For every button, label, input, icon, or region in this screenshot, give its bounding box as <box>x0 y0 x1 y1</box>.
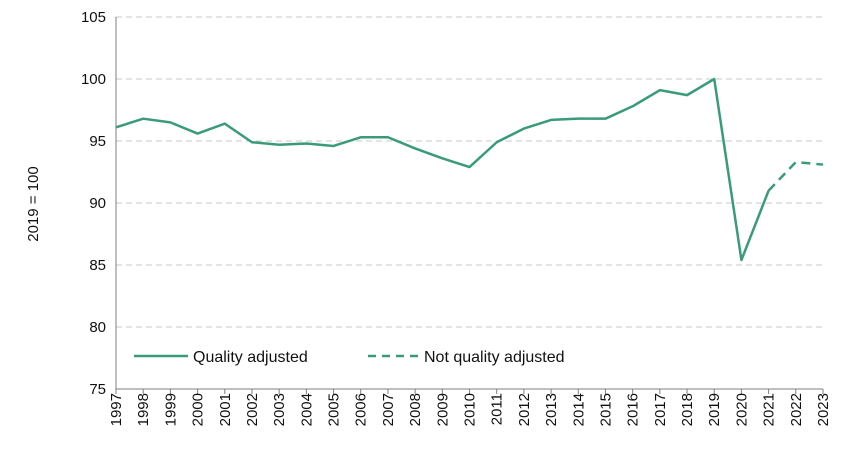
x-tick-label: 2001 <box>217 393 234 426</box>
x-tick-label: 2018 <box>679 393 696 426</box>
y-tick-label: 90 <box>89 195 106 212</box>
x-tick-label: 2006 <box>353 393 370 426</box>
x-tick-label: 2007 <box>380 393 397 426</box>
x-tick-label: 2014 <box>570 393 587 426</box>
x-tick-label: 2015 <box>597 393 614 426</box>
x-tick-label: 2016 <box>625 393 642 426</box>
x-tick-label: 2004 <box>298 393 315 426</box>
x-tick-label: 2009 <box>434 393 451 426</box>
x-tick-label: 2022 <box>788 393 805 426</box>
series-line-quality-adjusted <box>115 77 770 262</box>
y-tick-label: 100 <box>81 71 106 88</box>
x-tick-label: 2012 <box>516 393 533 426</box>
x-tick-label: 1999 <box>162 393 179 426</box>
x-tick-label: 2017 <box>652 393 669 426</box>
y-axis-tick-labels: 75 80 85 90 95 100 105 <box>81 9 106 398</box>
x-axis-tick-labels: 1997 1998 1999 2000 2001 2002 2003 2004 2005 2006… <box>108 393 832 426</box>
x-tick-label: 1998 <box>135 393 152 426</box>
y-tick-label: 80 <box>89 319 106 336</box>
x-tick-label: 2023 <box>815 393 832 426</box>
gridlines <box>116 16 823 328</box>
legend-label-not-quality-adjusted: Not quality adjusted <box>424 349 565 366</box>
x-tick-label: 2011 <box>489 393 506 425</box>
x-tick-label: 2010 <box>462 393 479 426</box>
x-tick-label: 2003 <box>271 393 288 426</box>
y-axis-title: 2019 = 100 <box>25 166 42 242</box>
x-tick-label: 2005 <box>326 393 343 426</box>
x-tick-label: 2002 <box>244 393 261 426</box>
x-tick-label: 2008 <box>407 393 424 426</box>
x-tick-label: 2021 <box>761 393 778 426</box>
legend-label-quality-adjusted: Quality adjusted <box>193 349 308 366</box>
y-tick-label: 95 <box>89 133 106 150</box>
series-line-not-quality-adjusted <box>767 160 824 192</box>
x-axis-ticks <box>115 389 824 394</box>
series-lines <box>115 77 824 262</box>
y-tick-label: 75 <box>89 381 106 398</box>
x-tick-label: 2020 <box>733 393 750 426</box>
y-tick-label: 105 <box>81 9 106 26</box>
y-tick-label: 85 <box>89 257 106 274</box>
x-tick-label: 1997 <box>108 393 125 426</box>
legend: Quality adjusted Not quality adjusted <box>134 349 565 366</box>
x-tick-label: 2000 <box>190 393 207 426</box>
x-tick-label: 2013 <box>543 393 560 426</box>
x-tick-label: 2019 <box>706 393 723 426</box>
